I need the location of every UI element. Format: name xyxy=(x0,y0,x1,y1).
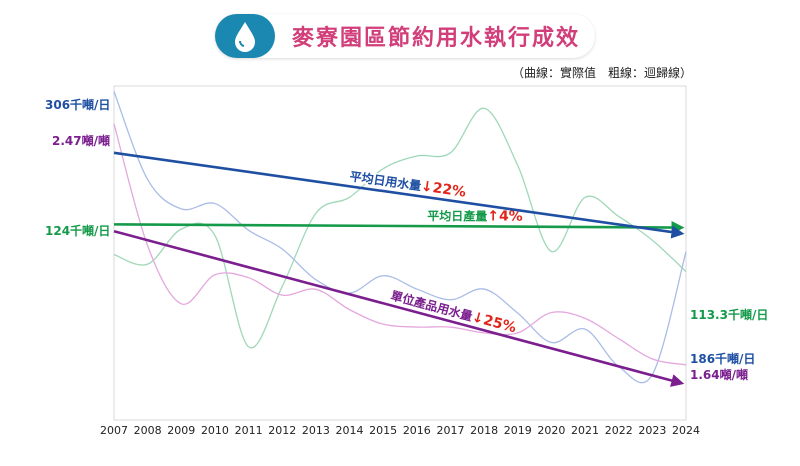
x-tick-label: 2011 xyxy=(235,424,263,437)
series-curve-water xyxy=(113,91,687,384)
svg-text:單位產品用水量↓25%: 單位產品用水量↓25% xyxy=(389,288,518,337)
x-tick-label: 2024 xyxy=(672,424,700,437)
start-label-water: 306千噸/日 xyxy=(45,98,111,112)
x-tick-label: 2008 xyxy=(134,424,162,437)
title-icon-badge xyxy=(215,14,275,58)
x-tick-label: 2023 xyxy=(638,424,666,437)
x-tick-label: 2015 xyxy=(369,424,397,437)
end-label-unit: 1.64噸/噸 xyxy=(690,368,748,382)
start-label-production: 124千噸/日 xyxy=(45,224,111,238)
x-tick-label: 2018 xyxy=(470,424,498,437)
x-tick-label: 2012 xyxy=(268,424,296,437)
page-title: 麥寮園區節約用水執行成效 xyxy=(292,26,581,51)
trend-line-production xyxy=(113,221,685,235)
x-tick-label: 2017 xyxy=(436,424,464,437)
svg-text:平均日產量↑4%: 平均日產量↑4% xyxy=(427,208,523,225)
series-curve-unit xyxy=(113,123,687,366)
trend-label-production: 平均日產量↑4% xyxy=(426,207,525,227)
x-tick-label: 2019 xyxy=(504,424,532,437)
title-banner xyxy=(215,14,595,58)
x-tick-label: 2013 xyxy=(302,424,330,437)
trend-label-unit: 單位產品用水量↓25% xyxy=(388,286,520,338)
trend-line-unit xyxy=(113,229,685,387)
x-tick-label: 2010 xyxy=(201,424,229,437)
legend-note: （曲線：實際值 粗線：迴歸線） xyxy=(511,66,692,80)
x-tick-label: 2009 xyxy=(167,424,195,437)
x-tick-label: 2020 xyxy=(537,424,565,437)
x-tick-label: 2021 xyxy=(571,424,599,437)
start-label-unit: 2.47噸/噸 xyxy=(52,134,110,148)
x-tick-label: 2007 xyxy=(100,424,128,437)
end-label-production: 113.3千噸/日 xyxy=(690,308,769,322)
series-curve-production xyxy=(113,107,687,349)
x-tick-label: 2016 xyxy=(403,424,431,437)
trend-line-water xyxy=(113,151,685,239)
end-label-water: 186千噸/日 xyxy=(690,352,756,366)
water-drop-icon xyxy=(235,22,255,52)
x-tick-label: 2022 xyxy=(605,424,633,437)
x-tick-label: 2014 xyxy=(336,424,364,437)
